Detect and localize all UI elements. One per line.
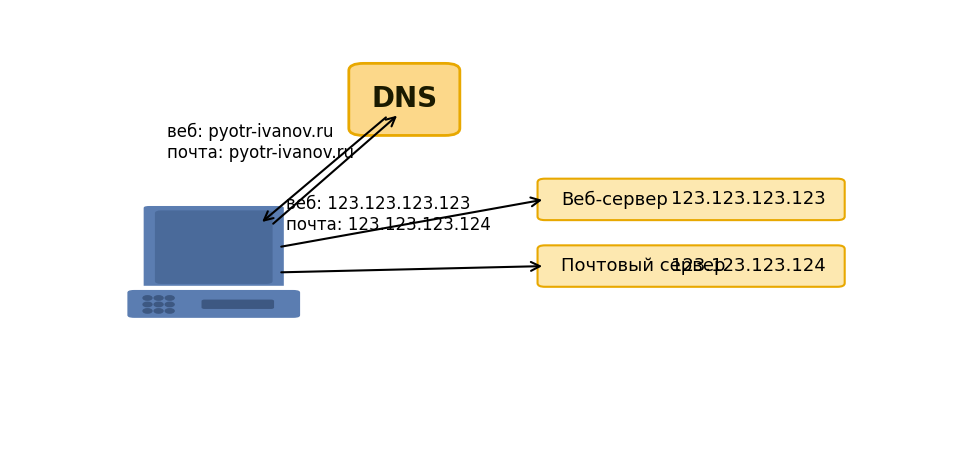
Circle shape xyxy=(154,309,163,313)
Text: Почтовый сервер: Почтовый сервер xyxy=(562,257,726,275)
Text: 123.123.123.124: 123.123.123.124 xyxy=(671,257,826,275)
Text: Веб-сервер: Веб-сервер xyxy=(562,190,668,209)
FancyBboxPatch shape xyxy=(202,300,274,309)
FancyBboxPatch shape xyxy=(349,63,460,135)
FancyBboxPatch shape xyxy=(141,204,286,290)
Circle shape xyxy=(143,309,152,313)
Circle shape xyxy=(143,296,152,300)
Text: DNS: DNS xyxy=(371,85,437,113)
Text: веб: pyotr-ivanov.ru
почта: pyotr-ivanov.ru: веб: pyotr-ivanov.ru почта: pyotr-ivanov… xyxy=(167,123,354,162)
Circle shape xyxy=(165,302,174,307)
Text: веб: 123.123.123.123
почта: 123.123.123.124: веб: 123.123.123.123 почта: 123.123.123.… xyxy=(286,195,491,234)
FancyBboxPatch shape xyxy=(538,179,845,220)
Circle shape xyxy=(154,296,163,300)
Circle shape xyxy=(154,302,163,307)
FancyBboxPatch shape xyxy=(125,288,302,320)
Text: 123.123.123.123: 123.123.123.123 xyxy=(671,190,826,208)
FancyBboxPatch shape xyxy=(155,211,272,284)
Circle shape xyxy=(143,302,152,307)
Circle shape xyxy=(165,309,174,313)
FancyBboxPatch shape xyxy=(538,245,845,287)
Circle shape xyxy=(165,296,174,300)
